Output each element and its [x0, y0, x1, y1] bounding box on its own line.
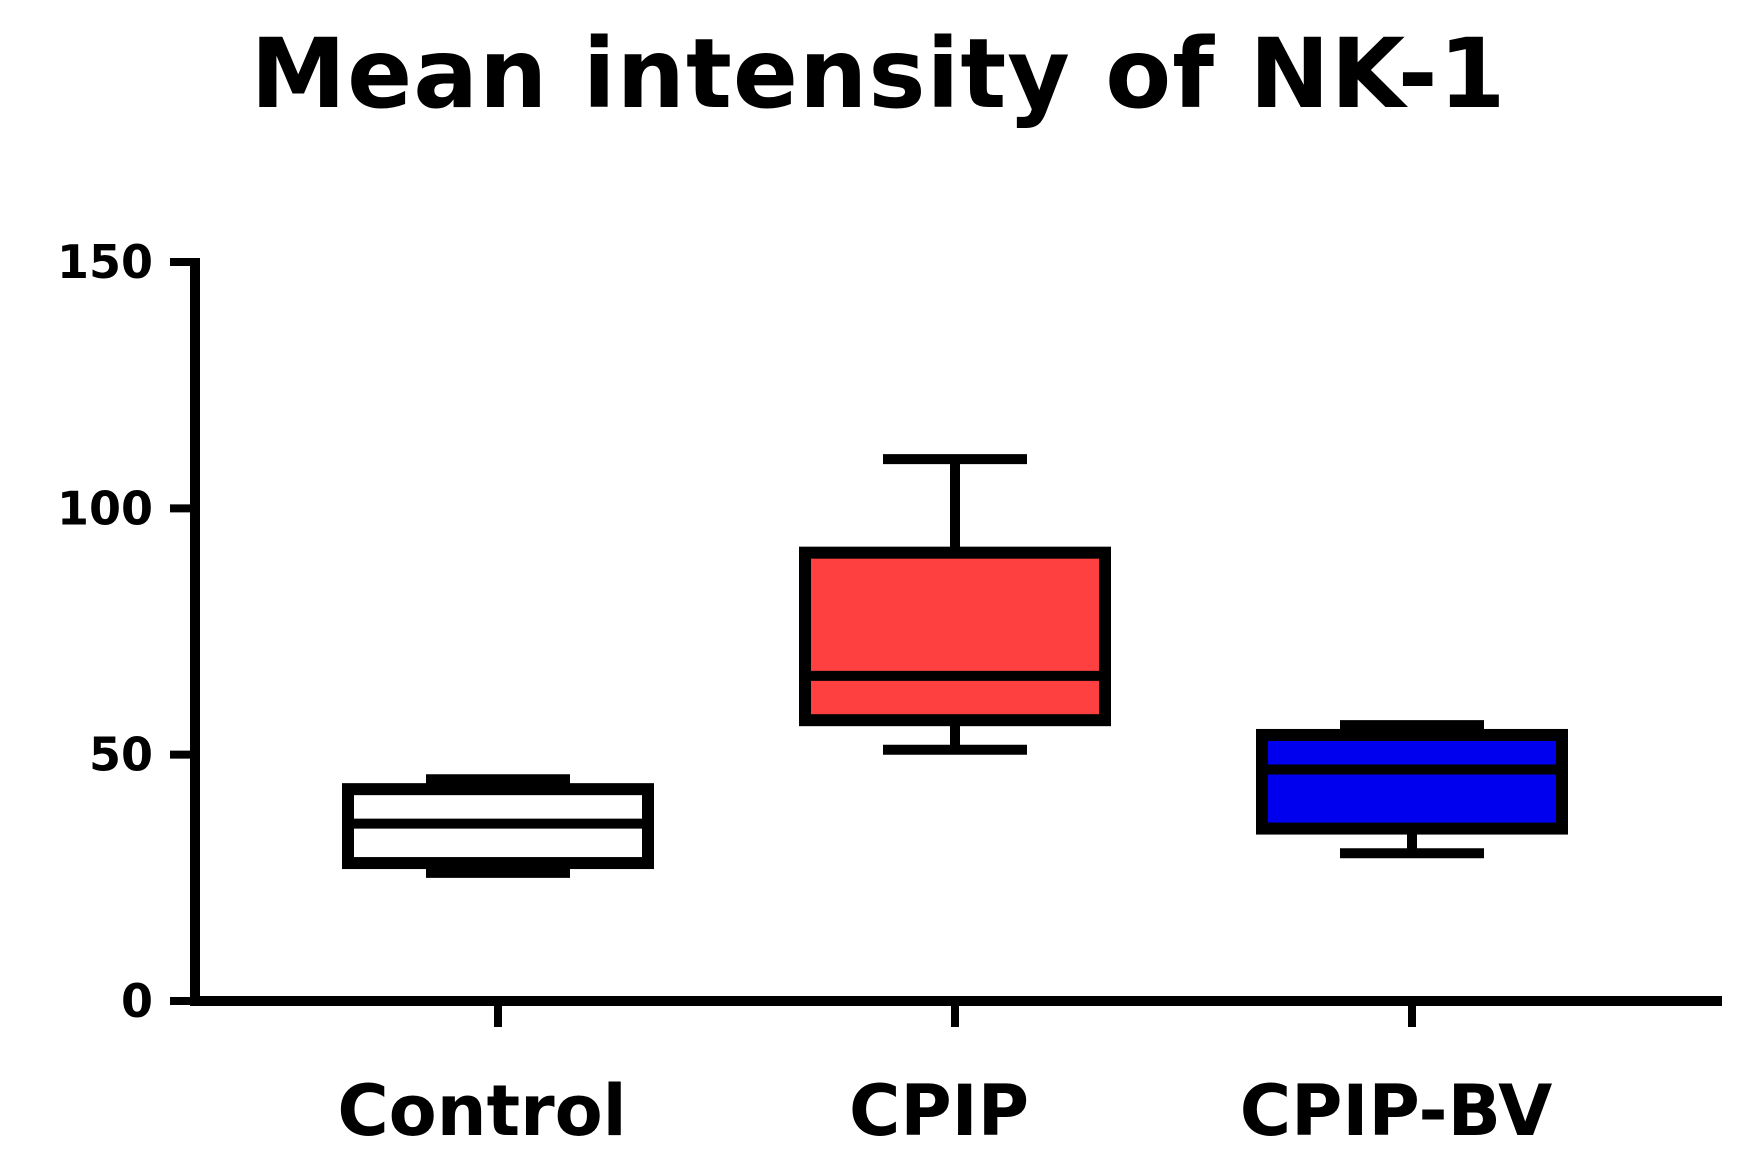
boxes	[342, 454, 1568, 878]
box-cpip-bv	[1256, 728, 1568, 835]
chart-title: Mean intensity of NK-1	[250, 18, 1507, 130]
box-cpip	[799, 546, 1111, 727]
y-tick-label-0: 0	[121, 974, 153, 1028]
y-tick-label-150: 150	[57, 235, 153, 289]
y-tick-label-50: 50	[89, 728, 153, 782]
axes	[170, 258, 1722, 1027]
category-label-cpip-bv: CPIP-BV	[1240, 1070, 1553, 1152]
category-label-cpip: CPIP	[849, 1070, 1029, 1152]
y-tick-label-100: 100	[57, 481, 153, 535]
category-label-control: Control	[337, 1070, 626, 1152]
labels: 0 50 100 150 Control CPIP CPIP-BV	[57, 235, 1552, 1152]
